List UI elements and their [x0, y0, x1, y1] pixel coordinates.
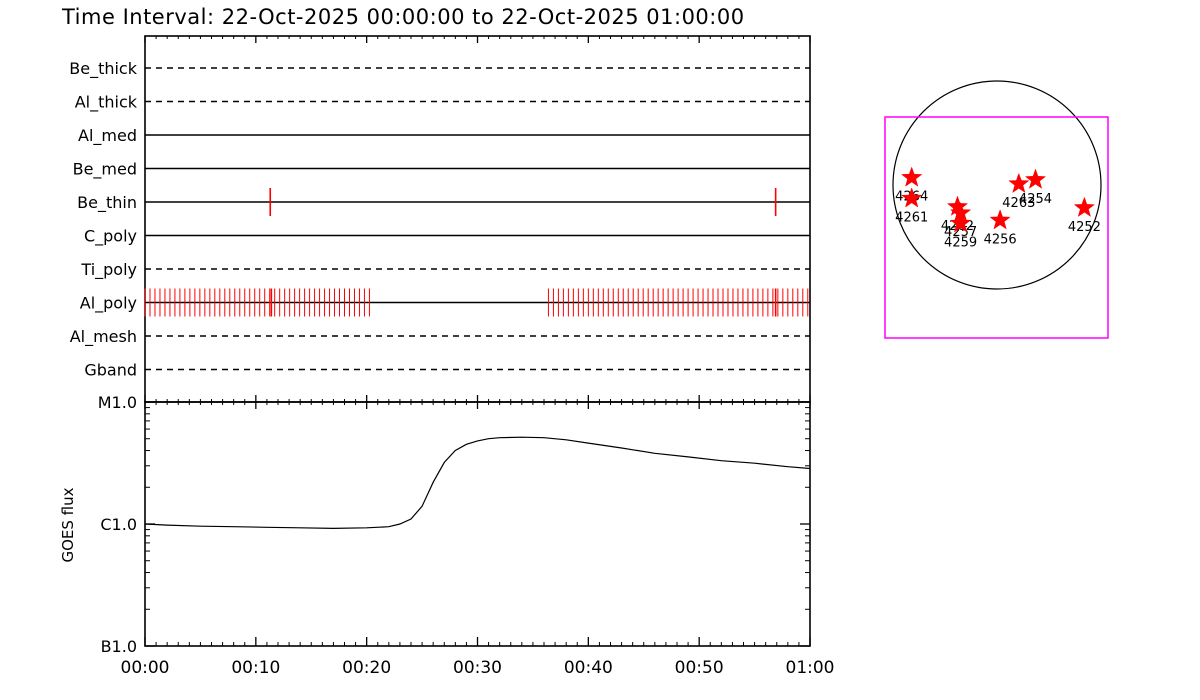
- x-axis: 00:00 00:10 00:20 00:30 00:40 00:50 01:00: [121, 395, 835, 678]
- active-region-label: 4261: [895, 211, 928, 226]
- active-region-label: 4252: [1068, 220, 1101, 235]
- title: Time Interval: 22-Oct-2025 00:00:00 to 2…: [61, 5, 745, 29]
- active-region-marker: [949, 212, 972, 233]
- goes-y-axis-label: GOES flux: [59, 487, 77, 562]
- filter-timeline-panel: Be_thick Al_thick Al_med Be_med Be_thin C_pol…: [69, 35, 811, 403]
- active-region-marker: [1008, 172, 1030, 194]
- channel-label: Be_thick: [69, 59, 137, 79]
- x-tick-label: 00:20: [342, 658, 391, 678]
- goes-y-tick-label: B1.0: [101, 637, 137, 656]
- active-region-marker: [1073, 196, 1096, 218]
- fov-box: [884, 116, 1109, 339]
- channel-label: C_poly: [84, 227, 137, 247]
- x-tick-label: 00:30: [453, 658, 502, 678]
- active-region-label: 4263: [1002, 196, 1035, 211]
- active-region-label: 4259: [944, 235, 977, 250]
- x-tick-label: 00:10: [231, 658, 280, 678]
- x-tick-label: 00:00: [121, 658, 170, 678]
- x-tick-label: 00:50: [675, 658, 724, 678]
- active-region-label: 4256: [984, 232, 1017, 247]
- active-region-marker: [989, 209, 1011, 230]
- solar-disk-map: 426442614262425742594256426342544252: [884, 80, 1109, 339]
- active-region-marker: [900, 166, 923, 187]
- channel-label: Al_thick: [75, 93, 138, 113]
- channel-label: Ti_poly: [80, 260, 137, 280]
- goes-flux-line: [144, 436, 811, 530]
- goes-y-tick-label: C1.0: [100, 515, 137, 534]
- x-tick-label: 00:40: [564, 658, 613, 678]
- goes-flux-panel: B1.0 C1.0 M1.0 GOES flux: [59, 393, 811, 656]
- active-region-marker: [900, 187, 923, 208]
- channel-label: Be_thin: [77, 193, 137, 213]
- active-region-label: 4254: [1019, 192, 1052, 207]
- channel-label: Al_mesh: [70, 327, 137, 347]
- channel-label: Gband: [84, 361, 137, 380]
- goes-frame: [144, 401, 811, 647]
- x-tick-label: 01:00: [786, 658, 835, 678]
- solar-limb: [892, 80, 1102, 290]
- channel-label: Al_poly: [80, 294, 137, 314]
- channel-label: Al_med: [78, 126, 137, 146]
- active-region-label: 4257: [944, 225, 977, 240]
- timeline-frame: [144, 35, 811, 403]
- channel-label: Be_med: [73, 160, 137, 180]
- active-region-marker: [1024, 168, 1047, 189]
- goes-y-tick-label: M1.0: [98, 393, 137, 412]
